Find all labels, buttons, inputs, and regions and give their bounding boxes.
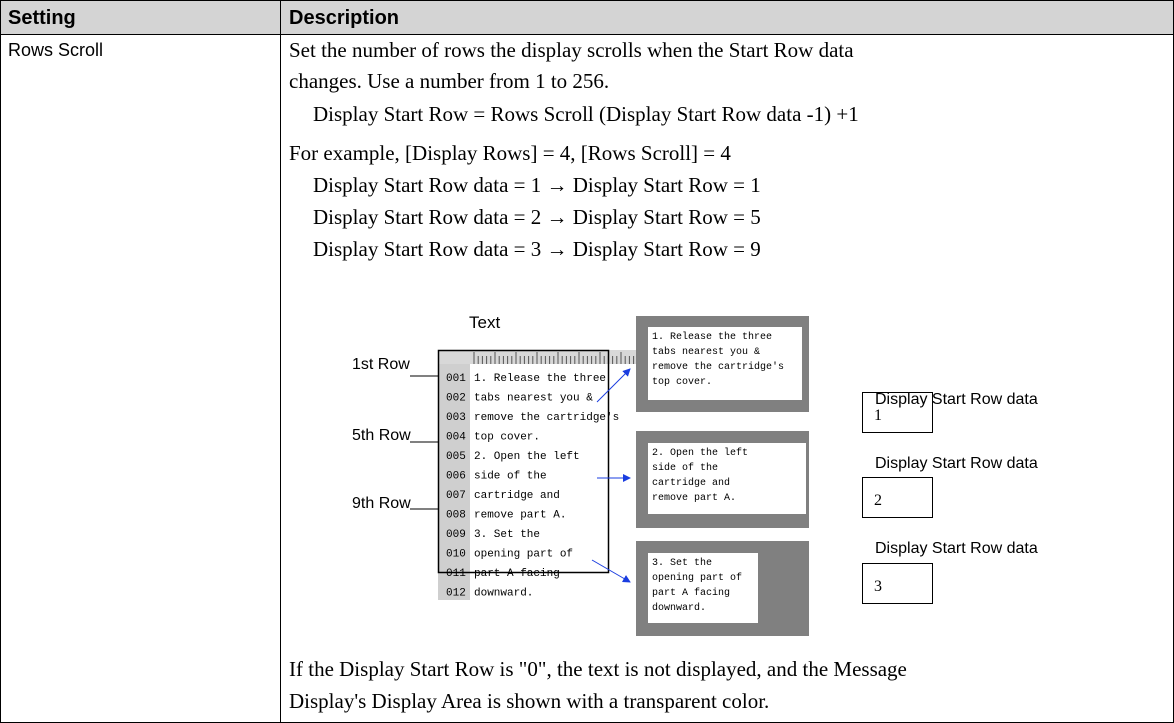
line-text: cartridge and xyxy=(474,490,560,502)
data-value: 2 xyxy=(874,492,882,509)
display-text: opening part of xyxy=(652,572,742,584)
display-text: downward. xyxy=(652,602,706,614)
data-value: 3 xyxy=(874,578,882,595)
line-number: 009 xyxy=(446,529,466,541)
number-column xyxy=(438,350,470,600)
line-number: 007 xyxy=(446,490,466,502)
header-cell: Setting xyxy=(8,7,76,29)
line-text: side of the xyxy=(474,471,547,483)
display-text: top cover. xyxy=(652,377,712,388)
line-text: top cover. xyxy=(474,432,540,444)
row-label: 1st Row xyxy=(352,356,410,373)
line-text: 2. Open the left xyxy=(474,451,580,463)
paragraph: If the Display Start Row is "0", the tex… xyxy=(289,657,907,681)
display-text: remove the cartridge's xyxy=(652,361,784,373)
diagram-label: Text xyxy=(469,313,500,332)
example: Display Start Row data = 2 → Display Sta… xyxy=(313,205,761,229)
line-number: 012 xyxy=(446,588,466,600)
line-number: 002 xyxy=(446,393,466,405)
line-number: 003 xyxy=(446,412,466,424)
data-box xyxy=(862,392,933,433)
line-number: 005 xyxy=(446,451,466,463)
row-label: 5th Row xyxy=(352,427,411,444)
line-text: 1. Release the three xyxy=(474,373,606,385)
formula: Display Start Row = Rows Scroll (Display… xyxy=(313,102,859,126)
header-bg xyxy=(0,0,1174,35)
data-box xyxy=(862,563,933,604)
display-text: tabs nearest you & xyxy=(652,346,760,358)
line-text: downward. xyxy=(474,588,533,600)
paragraph: For example, [Display Rows] = 4, [Rows S… xyxy=(289,141,731,165)
display-frame xyxy=(437,349,610,574)
example: Display Start Row data = 3 → Display Sta… xyxy=(313,237,761,261)
display-text: 2. Open the left xyxy=(652,447,748,459)
paragraph: Display's Display Area is shown with a t… xyxy=(289,689,769,713)
display-text: 1. Release the three xyxy=(652,331,772,343)
line-text: part A facing xyxy=(474,568,560,580)
data-label: Display Start Row data xyxy=(875,391,1038,408)
line-text: remove part A. xyxy=(474,510,566,522)
paragraph: Set the number of rows the display scrol… xyxy=(289,38,854,62)
line-text: opening part of xyxy=(474,549,573,561)
display-area xyxy=(648,327,802,400)
line-number: 001 xyxy=(446,373,466,385)
line-number: 004 xyxy=(446,432,466,444)
line-number: 011 xyxy=(446,568,466,580)
row-label: 9th Row xyxy=(352,495,411,512)
arrow xyxy=(596,368,631,403)
arrow xyxy=(591,559,631,583)
display-text: remove part A. xyxy=(652,493,736,504)
line-text: remove the cartridge's xyxy=(474,412,619,424)
example: Display Start Row data = 1 → Display Sta… xyxy=(313,173,761,197)
paragraph: changes. Use a number from 1 to 256. xyxy=(289,69,609,93)
line-text: tabs nearest you & xyxy=(474,393,593,405)
ruler xyxy=(438,350,640,364)
display-text: 3. Set the xyxy=(652,557,712,569)
setting-name: Rows Scroll xyxy=(8,40,103,60)
display-area xyxy=(648,443,806,514)
data-box xyxy=(862,477,933,518)
data-label: Display Start Row data xyxy=(875,540,1038,557)
data-value: 1 xyxy=(874,407,882,424)
line-number: 010 xyxy=(446,549,466,561)
header-cell: Description xyxy=(289,7,399,29)
display-text: side of the xyxy=(652,462,718,474)
data-label: Display Start Row data xyxy=(875,455,1038,472)
display-area xyxy=(648,553,758,623)
line-number: 008 xyxy=(446,510,466,522)
display-text: part A facing xyxy=(652,587,730,599)
line-number: 006 xyxy=(446,471,466,483)
line-text: 3. Set the xyxy=(474,529,540,541)
display-text: cartridge and xyxy=(652,477,730,489)
